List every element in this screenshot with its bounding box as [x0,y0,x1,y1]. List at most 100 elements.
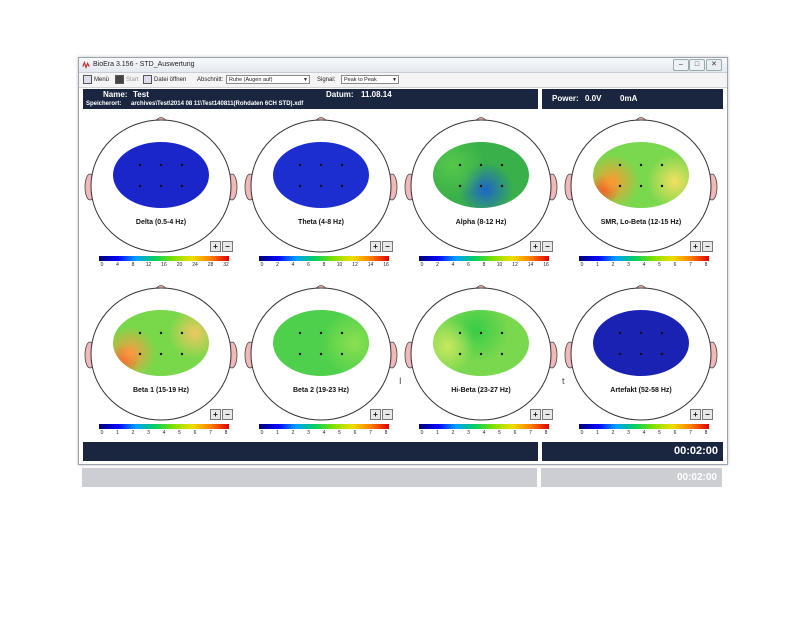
scale-tick-label: 12 [352,262,358,268]
scale-tick-label: 8 [544,430,548,436]
band-label: Theta (4-8 Hz) [298,219,344,226]
electrode-dot [159,352,163,356]
minimize-button[interactable]: – [673,59,689,71]
footer-left-panel [83,442,538,461]
electrode-dot [618,331,622,335]
zoom-out-button[interactable]: − [542,409,553,420]
zoom-out-button[interactable]: − [542,241,553,252]
zoom-in-button[interactable]: + [370,409,381,420]
head-map [244,117,398,253]
scale-tick-label: 3 [627,262,630,268]
electrode-dot [500,331,504,335]
signal-label: Signal: [317,77,336,83]
zoom-in-button[interactable]: + [210,409,221,420]
scale-tick-label: 8 [131,262,135,268]
scale-tick-label: 8 [224,430,228,436]
electrode-dot [298,163,302,167]
scale-tick-label: 3 [627,430,630,436]
start-button[interactable]: Start [115,73,139,87]
scale-tick-label: 14 [527,262,534,268]
electrode-dot [479,184,483,188]
zoom-out-button[interactable]: − [382,409,393,420]
topomap-plot: Beta 2 (19-23 Hz) + − 0 1 2 3 4 5 6 7 8 [241,278,401,448]
scale-tick-label: 2 [276,262,279,268]
chevron-down-icon: ▼ [392,77,397,83]
location-label: Speicherort: [86,101,122,107]
electrode-dot [458,331,462,335]
scale-tick-label: 0 [260,430,264,436]
scale-tick-label: 7 [529,430,532,436]
scale-tick-label: 2 [291,430,295,436]
maximize-button[interactable]: □ [689,59,705,71]
band-label: Alpha (8-12 Hz) [455,219,507,226]
head-map [404,117,558,253]
signal-value: Peak to Peak [344,77,377,83]
scale-tick-label: 0 [580,262,584,268]
menu-button[interactable]: Menü [83,73,109,87]
scale-tick-label: 6 [193,430,197,436]
zoom-in-button[interactable]: + [690,409,701,420]
scale-tick-label: 10 [496,262,503,268]
color-scale-bar [99,256,229,261]
scale-tick-label: 2 [611,262,615,268]
date-value: 11.08.14 [361,90,392,99]
scale-tick-label: 10 [336,262,343,268]
name-label: Name: [103,90,128,99]
electrode-dot [500,352,504,356]
electrode-dot [458,352,462,356]
zoom-in-button[interactable]: + [370,241,381,252]
electrode-dot [340,331,344,335]
scale-tick-label: 2 [451,430,455,436]
zoom-out-button[interactable]: − [702,409,713,420]
scale-tick-label: 0 [420,262,424,268]
electrode-dot [159,163,163,167]
scale-tick-label: 6 [307,262,310,268]
date-label: Datum: [326,90,354,99]
color-scale-bar [579,424,709,429]
zoom-in-button[interactable]: + [530,241,541,252]
power-voltage: 0.0V [585,94,602,103]
scale-tick-label: 7 [689,262,692,268]
scale-tick-label: 12 [145,262,152,268]
scale-tick-label: 3 [307,430,310,436]
section-select[interactable]: Ruhe (Augen auf) ▼ [226,75,310,84]
scale-tick-label: 7 [369,430,372,436]
scale-tick-label: 1 [436,430,439,436]
scale-tick-label: 5 [658,430,661,436]
zoom-in-button[interactable]: + [210,241,221,252]
scale-tick-label: 3 [147,430,150,436]
topomap-plot: Beta 1 (15-19 Hz) + − 0 1 2 3 4 5 6 7 8 [81,278,241,448]
electrode-dot [500,163,504,167]
scale-tick-label: 2 [611,430,615,436]
topomap-plot: SMR, Lo-Beta (12-15 Hz) + − 0 1 2 3 4 5 6 7 8 [561,110,721,280]
scale-tick-label: 1 [596,262,599,268]
close-button[interactable]: ✕ [706,59,722,71]
scale-tick-label: 24 [192,262,198,268]
chevron-down-icon: ▼ [303,77,308,83]
zoom-out-button[interactable]: − [702,241,713,252]
electrode-dot [660,163,664,167]
stray-mark: I [399,376,402,386]
map-area [273,142,369,208]
zoom-out-button[interactable]: − [222,241,233,252]
band-label: Artefakt (52-58 Hz) [610,387,672,394]
zoom-in-button[interactable]: + [690,241,701,252]
topomap-plot: Delta (0.5-4 Hz) + − 0 4 8 12 16 20 24 28 32 [81,110,241,280]
topomap-plot: Alpha (8-12 Hz) + − 0 2 4 6 8 10 12 14 16 [401,110,561,280]
scale-tick-label: 4 [162,430,166,436]
electrode-dot [319,352,323,356]
electrode-dot [180,184,184,188]
electrode-dot [319,331,323,335]
electrode-dot [138,184,142,188]
scale-tick-label: 6 [467,262,470,268]
zoom-out-button[interactable]: − [382,241,393,252]
zoom-out-button[interactable]: − [222,409,233,420]
electrode-dot [319,163,323,167]
scale-ticks: 0 1 2 3 4 5 6 7 8 [257,430,391,438]
electrode-dot [298,352,302,356]
signal-select[interactable]: Peak to Peak ▼ [341,75,399,84]
zoom-in-button[interactable]: + [530,409,541,420]
scale-ticks: 0 2 4 6 8 10 12 14 16 [417,262,551,270]
open-file-button[interactable]: Datei öffnen [143,73,186,87]
map-area [593,310,689,376]
